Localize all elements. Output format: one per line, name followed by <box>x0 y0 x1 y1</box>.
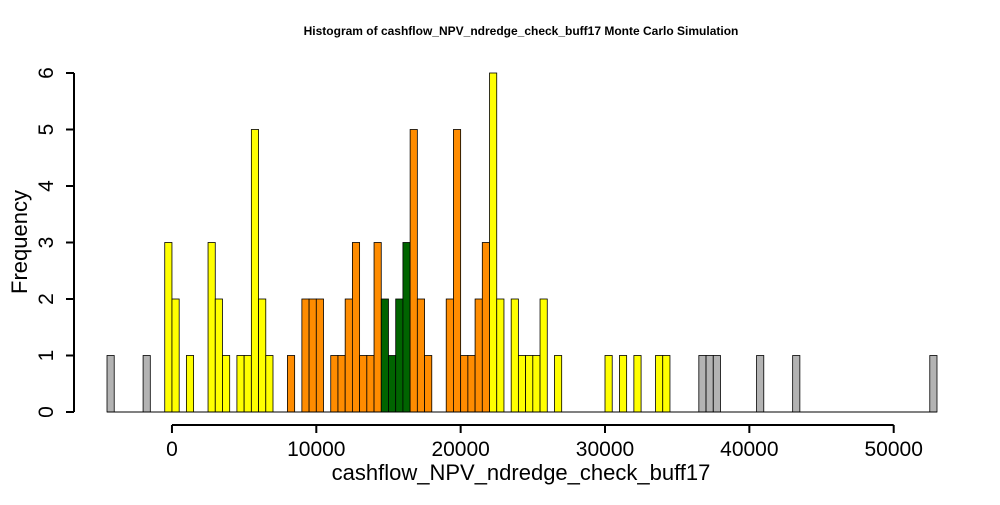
x-tick-label: 50000 <box>864 438 922 461</box>
y-tick-label: 6 <box>35 67 58 79</box>
chart-title: Histogram of cashflow_NPV_ndredge_check_… <box>304 24 739 38</box>
histogram-bar <box>539 298 548 413</box>
histogram-bar <box>792 355 801 413</box>
histogram-bar <box>222 355 231 413</box>
y-tick-label: 4 <box>35 180 58 192</box>
histogram-bar <box>185 355 195 413</box>
histogram-bar <box>402 242 411 413</box>
x-axis: 0 10000 20000 30000 40000 50000 <box>166 424 923 461</box>
histogram-bar <box>315 298 324 413</box>
histogram-bar <box>351 242 361 413</box>
histogram-bar <box>366 355 375 413</box>
histogram-bar <box>301 298 310 413</box>
histogram-bar <box>604 355 613 413</box>
histogram-bar <box>619 355 628 413</box>
histogram-bar <box>236 355 245 413</box>
histogram-bar <box>344 298 353 413</box>
x-tick-label: 10000 <box>287 438 345 461</box>
histogram-bar <box>308 298 317 413</box>
histogram-bar <box>287 355 296 413</box>
y-axis-label: Frequency <box>7 190 32 294</box>
y-tick-label: 0 <box>35 406 58 418</box>
histogram-bar <box>164 242 173 413</box>
y-tick-label: 3 <box>35 237 58 249</box>
histogram-bar <box>460 355 469 413</box>
histogram-bar <box>929 355 938 413</box>
histogram-bar <box>655 355 664 413</box>
histogram-bar <box>214 298 223 413</box>
bars-layer <box>106 72 938 413</box>
histogram-bar <box>330 355 339 413</box>
histogram-bar <box>359 355 368 413</box>
histogram-bar <box>337 355 346 413</box>
x-axis-label: cashflow_NPV_ndredge_check_buff17 <box>332 460 711 485</box>
histogram-bar <box>496 298 505 413</box>
histogram-bar <box>554 355 563 413</box>
y-axis: 0 1 2 3 4 5 6 <box>35 67 75 418</box>
histogram-bar <box>243 355 252 413</box>
histogram-bar <box>532 355 541 413</box>
histogram-bar <box>424 355 433 413</box>
histogram-bar <box>250 129 259 413</box>
histogram-bar <box>662 355 671 413</box>
histogram-bar <box>474 298 483 413</box>
histogram-bar <box>705 355 714 413</box>
histogram-bar <box>171 298 180 413</box>
histogram-bar <box>489 72 498 413</box>
histogram-bar <box>395 298 404 413</box>
histogram-bar <box>698 355 707 413</box>
histogram-bar <box>207 242 216 413</box>
y-tick-label: 2 <box>35 293 58 305</box>
x-tick-label: 40000 <box>720 438 778 461</box>
x-tick-label: 30000 <box>576 438 634 461</box>
histogram-bar <box>481 242 490 413</box>
histogram-bar <box>380 298 389 413</box>
histogram-bar <box>445 298 454 413</box>
histogram-bar <box>265 355 274 413</box>
histogram-bar <box>388 355 397 413</box>
y-tick-label: 1 <box>35 350 58 362</box>
y-tick-label: 5 <box>35 124 58 136</box>
histogram-bar <box>633 355 642 413</box>
histogram-bar <box>416 298 425 413</box>
x-tick-label: 20000 <box>431 438 489 461</box>
histogram-bar <box>258 298 267 413</box>
histogram-bar <box>106 355 115 413</box>
histogram-bar <box>517 355 527 413</box>
histogram-bar <box>756 355 765 413</box>
histogram-bar <box>142 355 151 413</box>
histogram-bar <box>525 355 534 413</box>
histogram-bar <box>467 355 476 413</box>
x-tick-label: 0 <box>166 438 178 461</box>
histogram-bar <box>409 129 418 413</box>
histogram-bar <box>510 298 519 413</box>
histogram-bar <box>453 129 462 413</box>
histogram-bar <box>712 355 721 413</box>
histogram-bar <box>373 242 382 413</box>
